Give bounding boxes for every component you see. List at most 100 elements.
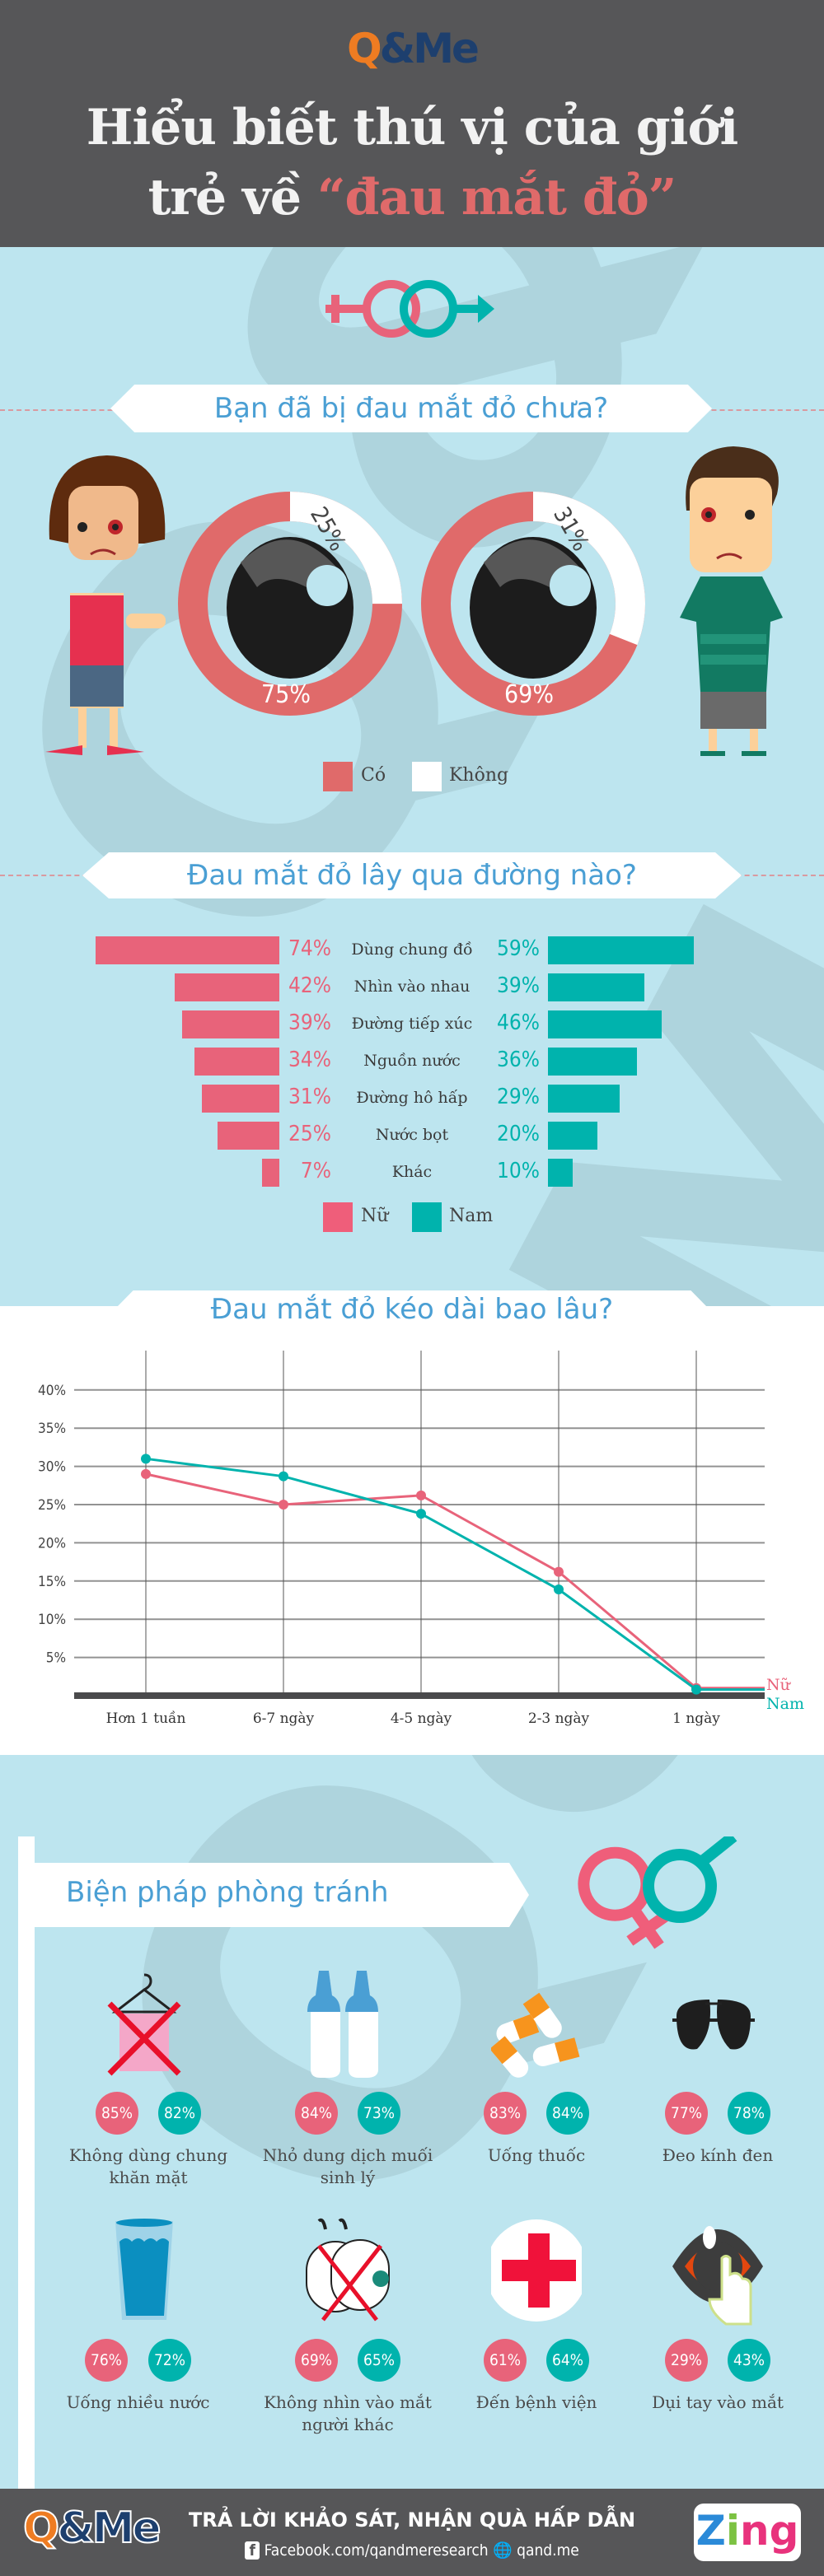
measure-label: Đeo kính đen: [662, 2145, 774, 2165]
data-point: [554, 1566, 564, 1577]
female-percent-badge: 83%: [484, 2092, 527, 2135]
category-label: Nước bọt: [375, 1126, 449, 1144]
value-nu: 39%: [288, 1010, 331, 1035]
facebook-icon: f: [245, 2541, 260, 2560]
series-label-nu: Nữ: [766, 1676, 792, 1694]
donut-charts: 75%25%69%31%: [178, 492, 645, 716]
eyes-crossed-icon: [306, 2218, 390, 2322]
measure-label: Không dùng chung khăn mặt: [68, 2145, 228, 2187]
bar-nu: [182, 1010, 279, 1038]
bar-nam: [548, 936, 694, 964]
male-percent-badge: 73%: [358, 2092, 400, 2135]
bar-nu: [217, 1122, 279, 1150]
zing-logo: Zing: [694, 2504, 801, 2561]
saline-bottles-icon: [307, 1971, 378, 2078]
measure-label: Không nhìn vào mắt người khác: [264, 2392, 432, 2434]
globe-icon: 🌐: [493, 2541, 513, 2560]
value-nam: 29%: [497, 1085, 540, 1109]
donut-female: 75%25%: [178, 492, 402, 716]
category-label: Khác: [391, 1163, 433, 1181]
banner-tab: [115, 1290, 709, 1309]
measure-label: Uống nhiều nước: [66, 2392, 210, 2412]
y-tick-label: 40%: [38, 1383, 66, 1399]
legend-label-nu: Nữ: [361, 1206, 389, 1226]
y-tick-label: 30%: [38, 1459, 66, 1476]
header: [0, 0, 824, 247]
female-percent-badge: 29%: [665, 2339, 708, 2382]
male-percent-badge: 65%: [358, 2339, 400, 2382]
bar-nu: [95, 936, 279, 964]
legend-label-khong: Không: [449, 765, 509, 786]
female-percent-badge: 76%: [85, 2339, 128, 2382]
section3-title: Đau mắt đỏ kéo dài bao lâu?: [210, 1293, 614, 1326]
data-point: [416, 1509, 426, 1519]
measure-label: Dụi tay vào mắt: [652, 2392, 784, 2412]
bar-nam: [548, 1122, 597, 1150]
section2-title: Đau mắt đỏ lây qua đường nào?: [82, 852, 742, 898]
female-percent-badge: 61%: [484, 2339, 527, 2382]
gender-symbols-icon: [325, 280, 494, 338]
x-tick-label: 2-3 ngày: [528, 1710, 590, 1727]
eye-glint: [307, 565, 348, 606]
bar-nam: [548, 1010, 662, 1038]
data-point: [416, 1490, 426, 1500]
facebook-link[interactable]: Facebook.com/qandmeresearch: [264, 2541, 489, 2560]
category-label: Đường hô hấp: [356, 1089, 468, 1107]
duration-line-chart: 5% 10% 15% 20% 25% 30% 35% 40% Hơn 1 tuần 6-7 ngà…: [38, 1351, 804, 1727]
sunglasses-icon: [672, 2000, 755, 2050]
section4-banner: [35, 1863, 529, 1927]
data-point: [279, 1500, 288, 1510]
legend-label-co: Có: [361, 765, 386, 786]
measure-label: Uống thuốc: [487, 2145, 586, 2165]
series-line-nam: [145, 1457, 765, 1692]
category-label: Dùng chung đồ: [351, 940, 473, 959]
female-percent-badge: 77%: [665, 2092, 708, 2135]
male-percent-badge: 78%: [728, 2092, 770, 2135]
category-label: Đường tiếp xúc: [351, 1015, 473, 1033]
x-tick-label: 4-5 ngày: [391, 1710, 452, 1727]
category-label: Nhìn vào nhau: [353, 978, 471, 996]
donut-slice-khong: [178, 492, 402, 716]
data-point: [691, 1684, 701, 1695]
x-tick-label: Hơn 1 tuần: [106, 1710, 186, 1727]
value-nu: 25%: [288, 1122, 331, 1146]
value-nam: 46%: [497, 1010, 540, 1035]
bar-nu: [175, 973, 279, 1001]
value-nu: 31%: [288, 1085, 331, 1109]
section4-title: Biện pháp phòng tránh: [66, 1876, 389, 1909]
towel-crossed-icon: [107, 1973, 181, 2076]
footer-slogan: TRẢ LỜI KHẢO SÁT, NHẬN QUÀ HẤP DẪN: [188, 2508, 636, 2532]
male-percent-badge: 43%: [728, 2339, 770, 2382]
eye-rub-icon: [672, 2226, 763, 2326]
x-tick-label: 6-7 ngày: [253, 1710, 315, 1727]
qandme-logo: Q&Me: [347, 25, 480, 72]
footer: [0, 2489, 824, 2576]
bar-nam: [548, 1048, 637, 1076]
page-title-line2: trẻ về “đau mắt đỏ”: [147, 169, 677, 226]
data-point: [141, 1468, 151, 1479]
website-link[interactable]: qand.me: [517, 2541, 579, 2560]
y-tick-label: 25%: [38, 1497, 66, 1514]
y-tick-label: 10%: [38, 1612, 66, 1628]
measure-label: Đến bệnh viện: [475, 2392, 597, 2412]
value-nu: 42%: [288, 973, 331, 998]
series-line-nu: [145, 1472, 765, 1690]
female-percent-badge: 84%: [295, 2092, 338, 2135]
bar-nu: [194, 1048, 279, 1076]
male-percent-badge: 84%: [546, 2092, 589, 2135]
y-tick-label: 5%: [46, 1650, 66, 1667]
male-percent-badge: 72%: [148, 2339, 191, 2382]
measure-label: Nhỏ dung dịch muối sinh lý: [262, 2145, 433, 2187]
male-percent-badge: 82%: [158, 2092, 201, 2135]
value-nam: 10%: [497, 1159, 540, 1183]
female-percent-badge: 85%: [96, 2092, 138, 2135]
bar-nam: [548, 1159, 573, 1187]
female-percent-badge: 69%: [295, 2339, 338, 2382]
donut-label-co: 75%: [261, 680, 311, 709]
value-nu: 74%: [288, 936, 331, 961]
legend-label-nam: Nam: [449, 1206, 494, 1226]
red-cross-icon: [491, 2219, 582, 2322]
donut-male: 69%31%: [421, 492, 645, 716]
bar-nam: [548, 1085, 620, 1113]
x-tick-label: 1 ngày: [672, 1710, 720, 1727]
